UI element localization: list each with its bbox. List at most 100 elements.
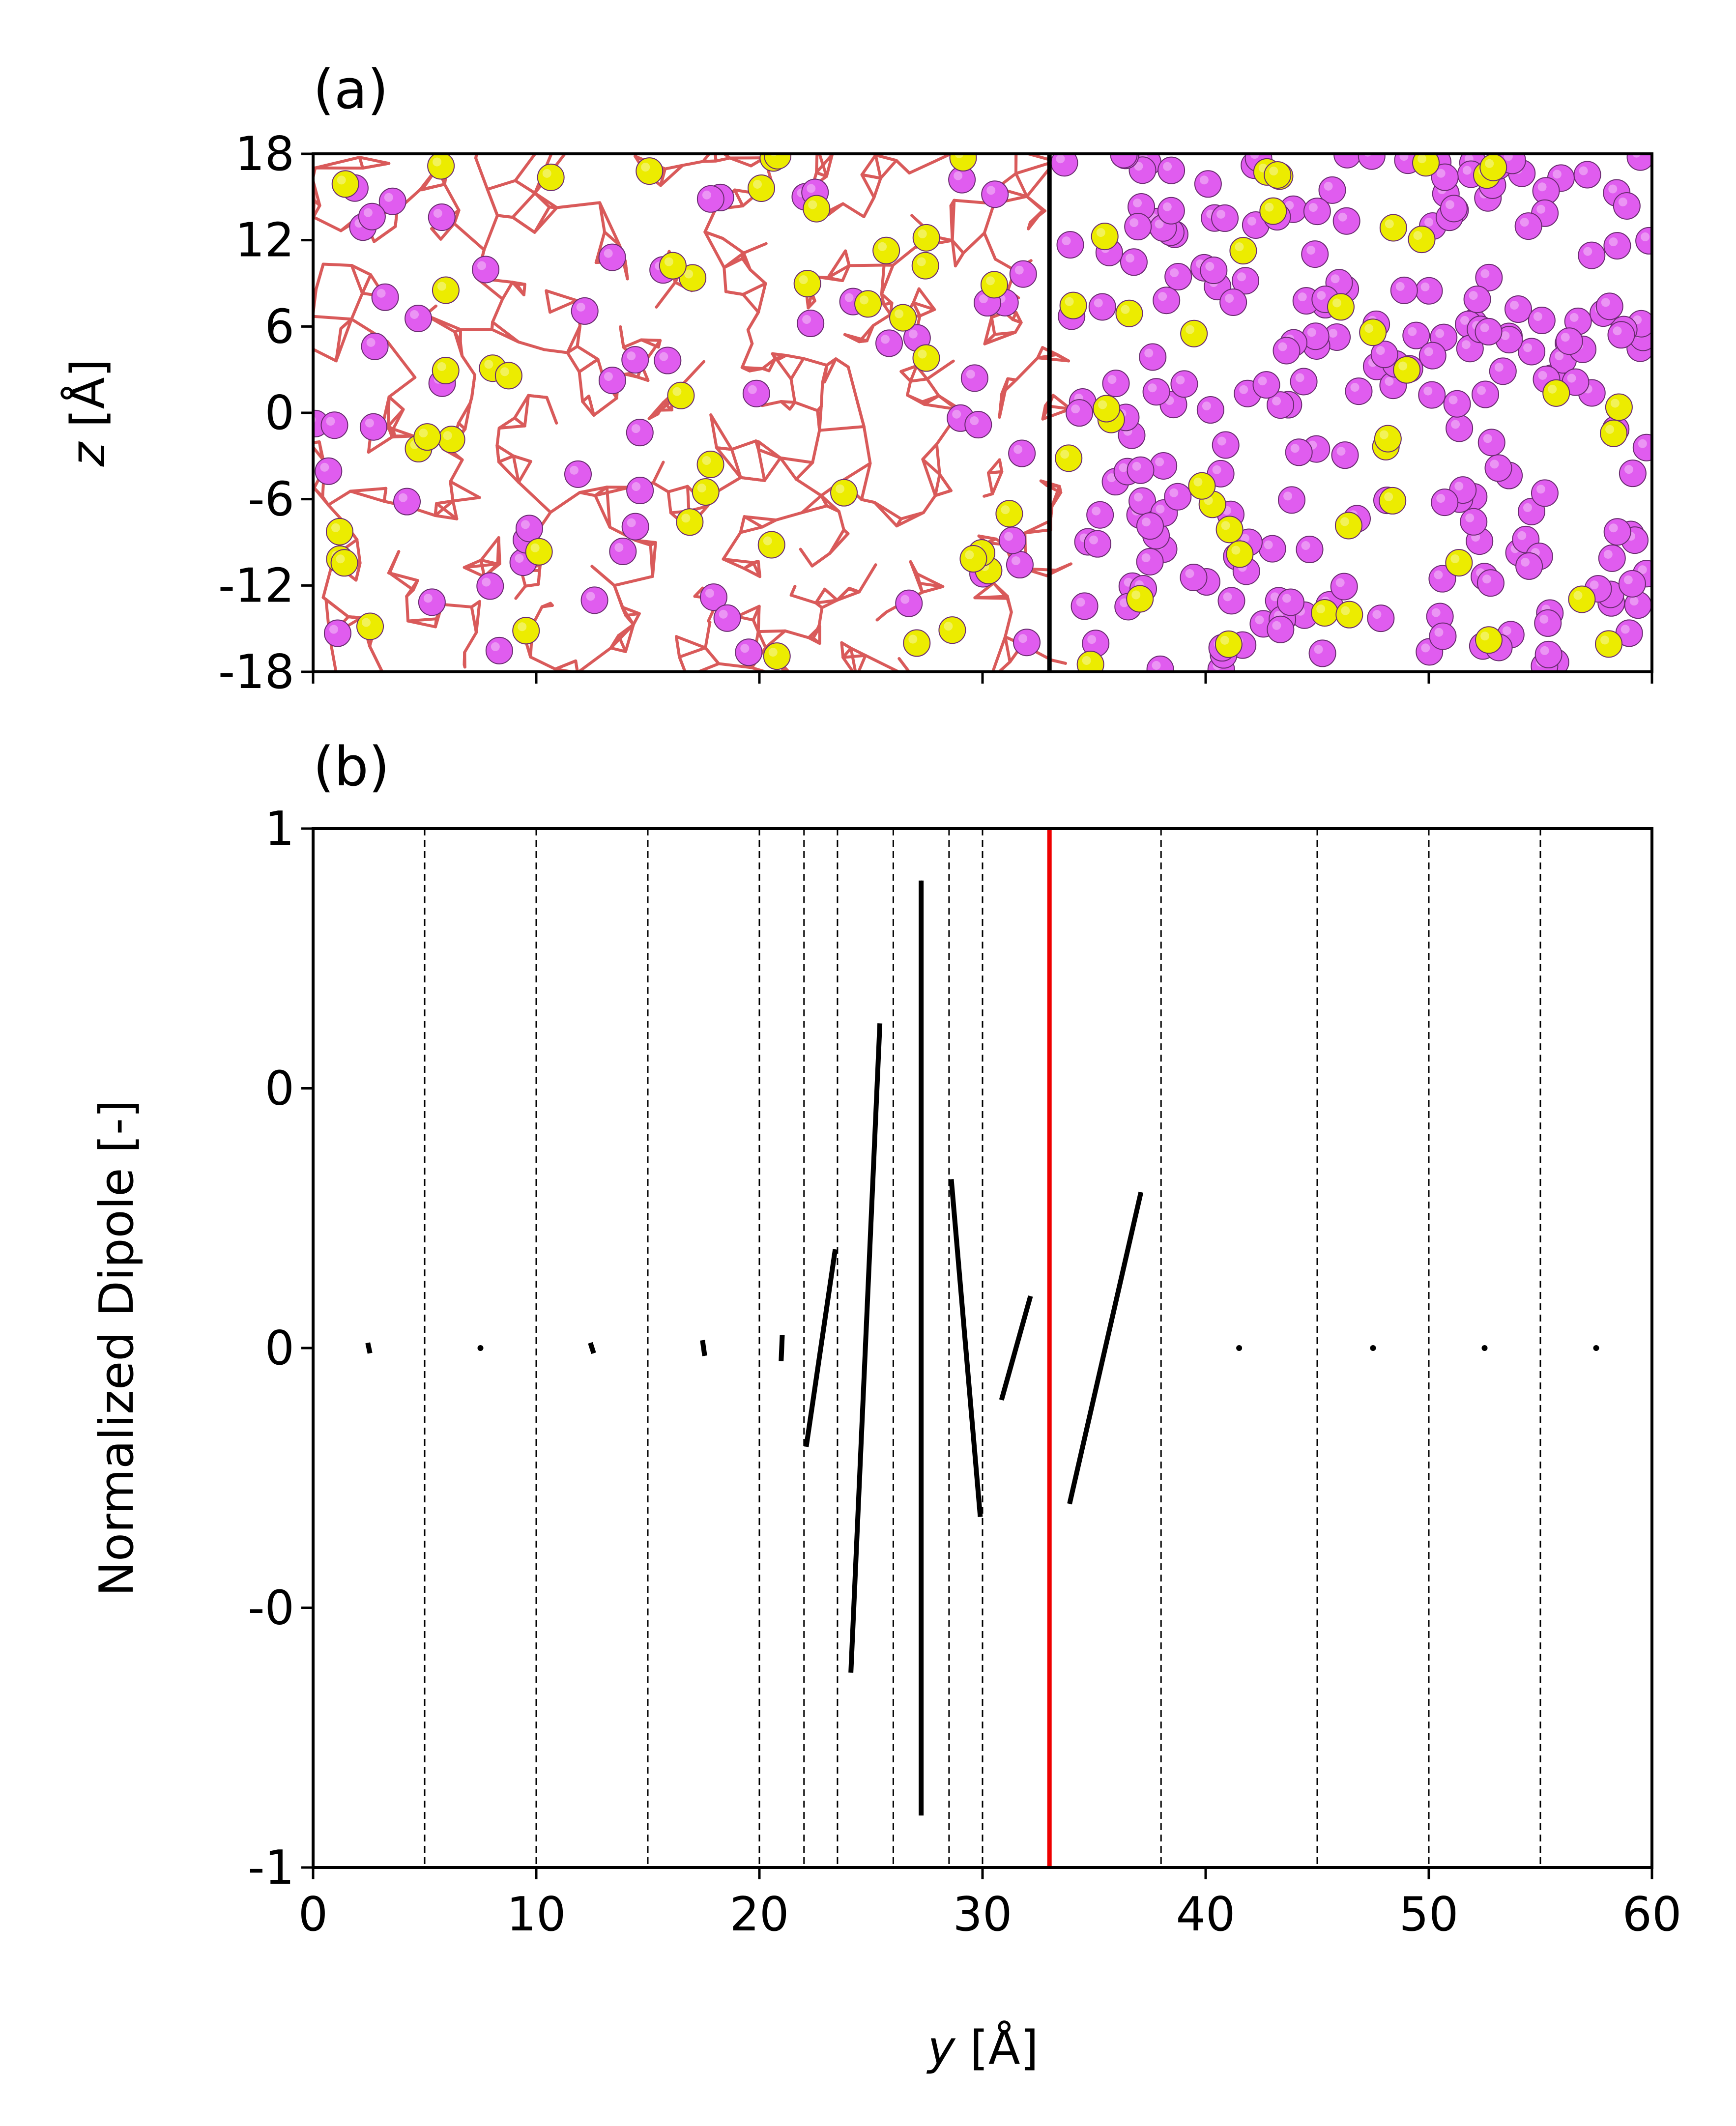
y-tick-label: -1 bbox=[248, 1841, 294, 1895]
yellow-atom bbox=[1475, 626, 1503, 654]
magenta-atom bbox=[1128, 487, 1157, 515]
magenta-atom bbox=[1429, 622, 1457, 650]
magenta-atom bbox=[960, 364, 988, 392]
x-tick-label: 30 bbox=[953, 1888, 1013, 1942]
magenta-atom bbox=[1607, 321, 1635, 349]
yellow-atom bbox=[512, 617, 540, 645]
yellow-atom bbox=[692, 478, 720, 506]
magenta-atom bbox=[1534, 640, 1562, 668]
magenta-atom bbox=[1345, 377, 1373, 405]
magenta-atom bbox=[378, 187, 406, 215]
magenta-atom bbox=[1267, 391, 1295, 419]
magenta-atom bbox=[1180, 564, 1208, 592]
magenta-atom bbox=[1013, 629, 1041, 657]
yellow-atom bbox=[1226, 540, 1254, 568]
magenta-atom bbox=[1370, 341, 1398, 369]
magenta-atom bbox=[571, 297, 599, 325]
magenta-atom bbox=[1217, 587, 1245, 615]
yellow-atom bbox=[1445, 549, 1473, 577]
yellow-atom bbox=[980, 271, 1008, 299]
magenta-atom bbox=[1613, 192, 1641, 220]
dipole-arrow bbox=[477, 1345, 484, 1351]
yellow-atom bbox=[494, 362, 522, 390]
magenta-atom bbox=[320, 411, 348, 439]
magenta-atom bbox=[580, 586, 608, 614]
magenta-atom bbox=[1009, 260, 1037, 288]
magenta-atom bbox=[1330, 573, 1358, 601]
magenta-atom bbox=[1142, 378, 1170, 406]
panel-a: (a) 18 12 6 0 -6 -12 -18 z [Å] bbox=[61, 58, 1653, 699]
dipole-arrow bbox=[700, 1340, 707, 1356]
magenta-atom bbox=[797, 310, 825, 338]
magenta-atom bbox=[609, 538, 637, 566]
yellow-atom bbox=[912, 344, 940, 372]
yellow-atom bbox=[696, 451, 724, 479]
magenta-atom bbox=[1211, 204, 1239, 232]
magenta-atom bbox=[1164, 483, 1192, 511]
yellow-atom bbox=[413, 423, 441, 451]
magenta-atom bbox=[1440, 195, 1468, 223]
magenta-atom bbox=[1531, 479, 1559, 507]
magenta-atom bbox=[1157, 197, 1185, 225]
magenta-atom bbox=[476, 572, 504, 600]
magenta-atom bbox=[1285, 438, 1313, 466]
magenta-atom bbox=[598, 243, 626, 271]
magenta-atom bbox=[875, 329, 903, 357]
magenta-atom bbox=[1170, 370, 1198, 398]
magenta-atom bbox=[1258, 535, 1286, 563]
yellow-atom bbox=[1091, 223, 1119, 251]
magenta-atom bbox=[1578, 241, 1606, 269]
yellow-atom bbox=[1059, 291, 1087, 319]
yellow-atom bbox=[537, 163, 565, 191]
magenta-atom bbox=[1595, 292, 1623, 320]
yellow-atom bbox=[667, 381, 695, 409]
magenta-atom bbox=[1431, 488, 1459, 517]
magenta-atom bbox=[1150, 452, 1178, 480]
magenta-atom bbox=[1626, 154, 1652, 171]
magenta-atom bbox=[405, 304, 433, 332]
panel-b-x-axis-symbol: y bbox=[926, 2021, 956, 2075]
yellow-atom bbox=[763, 642, 791, 670]
magenta-atom bbox=[696, 185, 724, 213]
yellow-atom bbox=[1215, 516, 1244, 544]
dipole-arrow bbox=[365, 1342, 373, 1354]
panel-b-dipole-arrows bbox=[365, 880, 1599, 1816]
magenta-atom bbox=[1308, 639, 1336, 667]
y-tick-label: 0 bbox=[265, 1322, 294, 1376]
yellow-atom bbox=[659, 252, 687, 280]
magenta-atom bbox=[1534, 609, 1562, 637]
yellow-atom bbox=[1379, 487, 1407, 515]
magenta-atom bbox=[999, 526, 1027, 554]
yellow-atom bbox=[325, 517, 353, 546]
magenta-atom bbox=[1598, 544, 1626, 572]
magenta-atom bbox=[1139, 343, 1167, 371]
panel-a-atoms bbox=[313, 154, 1652, 672]
magenta-atom bbox=[1471, 380, 1499, 408]
yellow-atom bbox=[525, 538, 553, 566]
yellow-atom bbox=[1595, 630, 1623, 658]
magenta-atom bbox=[1476, 569, 1505, 597]
yellow-atom bbox=[1076, 650, 1104, 672]
yellow-atom bbox=[1115, 299, 1143, 327]
dipole-arrow bbox=[804, 1249, 838, 1447]
magenta-atom bbox=[1603, 232, 1631, 260]
magenta-atom bbox=[626, 477, 654, 505]
yellow-atom bbox=[1379, 214, 1407, 242]
magenta-atom bbox=[1332, 207, 1360, 235]
magenta-atom bbox=[361, 332, 389, 360]
magenta-atom bbox=[1475, 263, 1503, 291]
yellow-atom bbox=[1568, 585, 1596, 613]
panel-a-y-axis-unit: [Å] bbox=[61, 359, 116, 442]
magenta-atom bbox=[1618, 570, 1646, 598]
y-tick-label: 18 bbox=[235, 127, 294, 181]
yellow-atom bbox=[889, 304, 917, 332]
magenta-atom bbox=[626, 419, 654, 447]
panel-b-label: (b) bbox=[313, 735, 390, 798]
y-tick-label: 1 bbox=[265, 802, 294, 856]
yellow-atom bbox=[764, 154, 792, 170]
yellow-atom bbox=[1605, 393, 1633, 421]
magenta-atom bbox=[1418, 381, 1446, 409]
yellow-atom bbox=[911, 252, 939, 280]
x-tick-label: 10 bbox=[507, 1888, 566, 1942]
magenta-atom bbox=[1008, 439, 1036, 467]
